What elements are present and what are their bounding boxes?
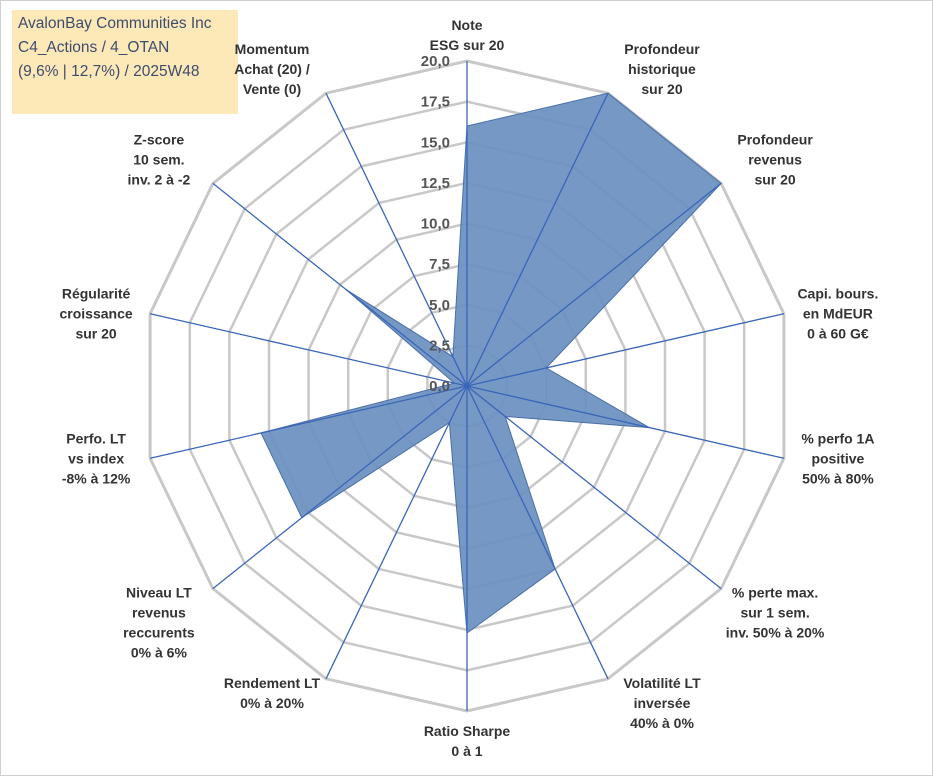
axis-label-13-line-2: Vente (0) bbox=[243, 81, 301, 97]
axis-label-11-line-2: sur 20 bbox=[75, 326, 116, 342]
title-line-3: (9,6% | 12,7%) / 2025W48 bbox=[18, 63, 200, 80]
spoke-11 bbox=[149, 313, 468, 387]
tick-label-8: 20,0 bbox=[421, 53, 450, 70]
spoke-2 bbox=[466, 182, 722, 387]
axis-label-2-line-2: sur 20 bbox=[754, 171, 795, 187]
axis-label-3-line-0: Capi. bours. bbox=[797, 286, 878, 302]
axis-label-6-line-2: 40% à 0% bbox=[630, 715, 694, 731]
spoke-5 bbox=[466, 385, 722, 590]
tick-label-7: 17,5 bbox=[421, 94, 450, 111]
axis-label-9-line-1: revenus bbox=[132, 605, 186, 621]
axis-label-8-line-1: 0% à 20% bbox=[240, 695, 304, 711]
axis-label-7-line-0: Ratio Sharpe bbox=[424, 723, 511, 739]
spoke-13 bbox=[325, 92, 468, 387]
axis-label-1-line-0: Profondeur bbox=[624, 41, 700, 57]
axis-label-4-line-2: 50% à 80% bbox=[802, 470, 874, 486]
spoke-3 bbox=[466, 313, 785, 387]
title-line-2: C4_Actions / 4_OTAN bbox=[18, 39, 170, 56]
axis-label-4-line-1: positive bbox=[811, 450, 864, 466]
tick-label-2: 5,0 bbox=[429, 297, 450, 314]
tick-label-4: 10,0 bbox=[421, 216, 450, 233]
spoke-9 bbox=[212, 385, 468, 590]
axis-label-11-line-1: croissance bbox=[60, 306, 133, 322]
axis-label-10-line-2: -8% à 12% bbox=[62, 470, 131, 486]
spoke-10 bbox=[149, 385, 468, 459]
axis-label-6-line-0: Volatilité LT bbox=[623, 675, 701, 691]
axis-label-9-line-0: Niveau LT bbox=[126, 585, 192, 601]
axis-label-3-line-1: en MdEUR bbox=[803, 306, 873, 322]
axis-label-0-line-0: Note bbox=[451, 17, 482, 33]
spoke-12 bbox=[212, 182, 468, 387]
axis-label-10-line-1: vs index bbox=[68, 450, 124, 466]
axis-label-12-line-0: Z-score bbox=[134, 131, 185, 147]
axis-label-1-line-1: historique bbox=[628, 61, 696, 77]
axis-label-12-line-1: 10 sem. bbox=[133, 151, 184, 167]
title-box: AvalonBay Communities Inc C4_Actions / 4… bbox=[12, 10, 238, 114]
axis-label-13-line-1: Achat (20) / bbox=[234, 61, 310, 77]
spoke-8 bbox=[325, 385, 468, 680]
axis-label-1-line-2: sur 20 bbox=[641, 81, 682, 97]
axis-label-2-line-0: Profondeur bbox=[737, 131, 813, 147]
axis-label-5-line-0: % perte max. bbox=[732, 585, 818, 601]
axis-label-12-line-2: inv. 2 à -2 bbox=[128, 171, 191, 187]
tick-label-5: 12,5 bbox=[421, 175, 450, 192]
axis-label-4-line-0: % perfo 1A bbox=[801, 430, 874, 446]
tick-label-3: 7,5 bbox=[429, 256, 450, 273]
axis-label-2-line-1: revenus bbox=[748, 151, 802, 167]
tick-label-1: 2,5 bbox=[429, 337, 450, 354]
tick-label-0: 0,0 bbox=[429, 378, 450, 395]
axis-label-13-line-0: Momentum bbox=[235, 41, 310, 57]
axis-label-11-line-0: Régularité bbox=[62, 286, 131, 302]
data-area bbox=[260, 92, 722, 634]
axis-label-6-line-1: inversée bbox=[634, 695, 691, 711]
axis-label-0-line-1: ESG sur 20 bbox=[430, 37, 505, 53]
title-line-1: AvalonBay Communities Inc bbox=[18, 15, 212, 32]
axis-label-10-line-0: Perfo. LT bbox=[66, 430, 126, 446]
tick-label-6: 15,0 bbox=[421, 134, 450, 151]
spoke-6 bbox=[466, 385, 609, 680]
axis-label-8-line-0: Rendement LT bbox=[224, 675, 321, 691]
spoke-1 bbox=[466, 92, 609, 387]
axis-label-9-line-3: 0% à 6% bbox=[131, 645, 188, 661]
axis-label-3-line-2: 0 à 60 G€ bbox=[807, 326, 869, 342]
spoke-4 bbox=[466, 385, 785, 459]
axis-label-5-line-2: inv. 50% à 20% bbox=[726, 625, 825, 641]
axis-label-5-line-1: sur 1 sem. bbox=[740, 605, 809, 621]
axis-label-7-line-1: 0 à 1 bbox=[451, 743, 482, 759]
axis-label-9-line-2: reccurents bbox=[123, 625, 195, 641]
